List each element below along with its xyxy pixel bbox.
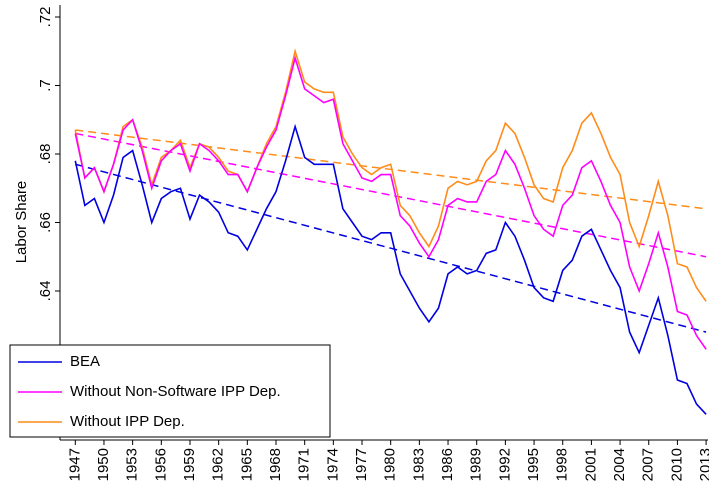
legend-label: BEA <box>70 353 100 370</box>
x-tick-label: 1977 <box>353 448 370 481</box>
x-tick-label: 1950 <box>95 448 112 481</box>
x-tick-label: 1953 <box>124 448 141 481</box>
x-tick-label: 1974 <box>324 448 341 481</box>
y-tick-label: .64 <box>37 281 54 302</box>
x-tick-label: 1968 <box>267 448 284 481</box>
x-tick-label: 1995 <box>525 448 542 481</box>
trend-line <box>75 132 707 258</box>
legend-label: Without Non-Software IPP Dep. <box>70 383 281 400</box>
x-tick-label: 1989 <box>468 448 485 481</box>
y-tick-label: .72 <box>37 7 54 28</box>
y-tick-label: .7 <box>37 79 54 92</box>
x-tick-label: 1980 <box>382 448 399 481</box>
y-tick-label: .68 <box>37 144 54 165</box>
y-axis-label: Labor Share <box>13 181 30 264</box>
x-tick-label: 1947 <box>66 448 83 481</box>
x-tick-label: 1962 <box>210 448 227 481</box>
series-line <box>74 123 707 415</box>
x-tick-label: 1965 <box>238 448 255 481</box>
x-tick-label: 2013 <box>697 448 709 481</box>
x-tick-label: 1986 <box>439 448 456 481</box>
trend-line <box>75 163 707 333</box>
x-tick-label: 2007 <box>640 448 657 481</box>
x-tick-label: 2004 <box>611 448 628 481</box>
trend-line <box>75 129 707 210</box>
legend-box <box>9 344 331 438</box>
y-tick-label: .66 <box>37 212 54 233</box>
x-tick-label: 1992 <box>496 448 513 481</box>
x-tick-label: 1983 <box>410 448 427 481</box>
x-tick-label: 1998 <box>554 448 571 481</box>
x-tick-label: 1956 <box>152 448 169 481</box>
x-tick-label: 2001 <box>582 448 599 481</box>
series-line <box>74 55 707 350</box>
x-tick-label: 1959 <box>181 448 198 481</box>
series-line <box>74 48 707 302</box>
legend-label: Without IPP Dep. <box>70 413 185 430</box>
x-tick-label: 1971 <box>296 448 313 481</box>
x-tick-label: 2010 <box>668 448 685 481</box>
